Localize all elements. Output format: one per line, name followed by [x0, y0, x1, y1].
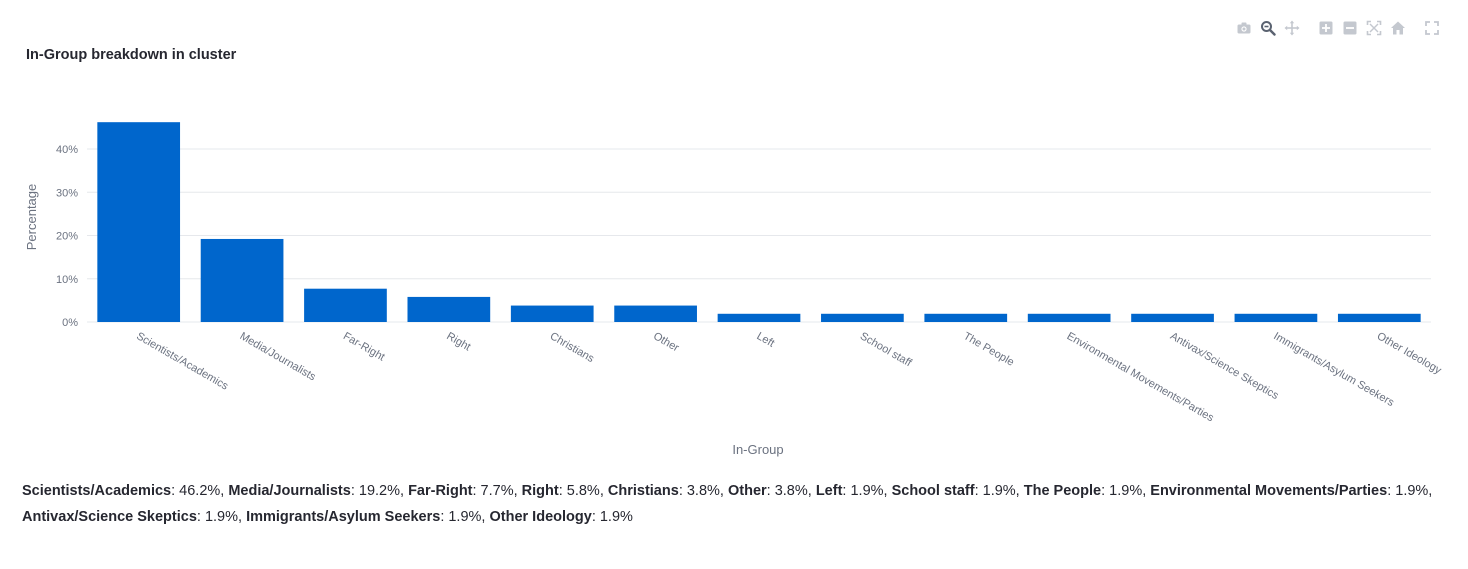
summary-item: Left: 1.9%, — [816, 483, 892, 499]
summary-value: : 3.8%, — [766, 483, 816, 499]
zoom-icon[interactable] — [1260, 20, 1276, 36]
summary-value: : 1.9%, — [974, 483, 1024, 499]
bars — [97, 122, 1421, 322]
bar[interactable] — [304, 288, 387, 322]
y-axis-title: Percentage — [24, 184, 39, 251]
y-axis-ticks: 0% 10% 20% 30% 40% — [56, 144, 78, 329]
x-axis-title: In-Group — [732, 442, 783, 457]
summary-value: : 7.7%, — [472, 483, 522, 499]
summary-value: : 1.9%, — [196, 509, 247, 525]
summary-value: : 1.9% — [591, 509, 633, 525]
bar[interactable] — [510, 305, 594, 322]
bar[interactable] — [1027, 313, 1111, 322]
summary-value: : 1.9%, — [1101, 483, 1151, 499]
autoscale-icon[interactable] — [1366, 20, 1382, 36]
summary-label: Scientists/Academics — [22, 483, 172, 499]
zoom-in-icon[interactable] — [1318, 20, 1334, 36]
bar[interactable] — [97, 122, 181, 322]
x-tick-label: Far-Right — [341, 330, 387, 363]
bar[interactable] — [717, 313, 801, 322]
summary-value: : 3.8%, — [678, 483, 728, 499]
bar[interactable] — [1337, 313, 1421, 322]
summary-item: Antivax/Science Skeptics: 1.9%, — [22, 509, 246, 525]
summary-item: Other: 3.8%, — [728, 483, 816, 499]
pan-icon[interactable] — [1284, 20, 1300, 36]
y-tick-label: 0% — [62, 317, 78, 329]
chart-title: In-Group breakdown in cluster — [26, 47, 237, 63]
x-tick-label: Antivax/Science Skeptics — [1168, 330, 1281, 402]
summary-item: Right: 5.8%, — [522, 483, 608, 499]
summary-label: Far-Right — [408, 483, 473, 499]
summary-label: Left — [815, 483, 843, 499]
summary-item: Far-Right: 7.7%, — [408, 483, 522, 499]
x-tick-label: Media/Journalists — [238, 330, 319, 383]
summary-value: : 19.2%, — [350, 483, 409, 499]
summary-value: : 1.9%, — [1387, 483, 1433, 499]
x-tick-label: Left — [755, 330, 777, 350]
x-tick-label: Christians — [548, 330, 597, 365]
summary-label: Other Ideology — [489, 509, 592, 525]
bar[interactable] — [1131, 313, 1214, 322]
bar[interactable] — [1234, 313, 1318, 322]
bar[interactable] — [821, 313, 904, 322]
chart-modebar — [1236, 20, 1440, 36]
y-tick-label: 10% — [56, 274, 78, 286]
summary-value: : 5.8%, — [558, 483, 608, 499]
bar-chart: 0% 10% 20% 30% 40% Scientists/Academics Media… — [24, 122, 1444, 457]
x-tick-label: Other — [651, 330, 681, 354]
summary-value: : 1.9%, — [440, 509, 490, 525]
y-tick-label: 30% — [56, 187, 78, 199]
y-tick-label: 40% — [56, 144, 78, 156]
zoom-out-icon[interactable] — [1342, 20, 1358, 36]
summary-label: School staff — [891, 483, 975, 499]
summary-label: Antivax/Science Skeptics — [22, 509, 197, 525]
summary-item: The People: 1.9%, — [1024, 483, 1151, 499]
summary-label: Media/Journalists — [228, 483, 351, 499]
fullscreen-icon[interactable] — [1424, 20, 1440, 36]
summary-label: Environmental Movements/Parties — [1150, 483, 1388, 499]
summary-label: Other — [727, 483, 767, 499]
summary-value: : 1.9%, — [842, 483, 892, 499]
summary-item: Scientists/Academics: 46.2%, — [22, 483, 228, 499]
summary-item: Christians: 3.8%, — [608, 483, 728, 499]
x-tick-label: School staff — [858, 330, 914, 370]
summary-item: School staff: 1.9%, — [892, 483, 1024, 499]
summary-label: Immigrants/Asylum Seekers — [246, 509, 441, 525]
bar[interactable] — [924, 313, 1008, 322]
bar[interactable] — [614, 305, 697, 322]
camera-icon[interactable] — [1236, 20, 1252, 36]
summary-label: Right — [521, 483, 559, 499]
summary-value: : 46.2%, — [171, 483, 229, 499]
summary-item: Immigrants/Asylum Seekers: 1.9%, — [246, 509, 489, 525]
breakdown-summary: Scientists/Academics: 46.2%, Media/Journ… — [22, 478, 1442, 530]
summary-item: Environmental Movements/Parties: 1.9%, — [1150, 483, 1432, 499]
reset-axes-icon[interactable] — [1390, 20, 1406, 36]
x-axis-ticks: Scientists/Academics Media/Journalists Far… — [134, 330, 1444, 424]
summary-label: Christians — [607, 483, 679, 499]
y-tick-label: 20% — [56, 231, 78, 243]
x-tick-label: Right — [444, 330, 472, 353]
x-tick-label: The People — [961, 330, 1016, 369]
x-tick-label: Scientists/Academics — [134, 330, 230, 393]
x-tick-label: Other Ideology — [1375, 330, 1444, 377]
summary-item: Media/Journalists: 19.2%, — [228, 483, 408, 499]
summary-item: Other Ideology: 1.9% — [489, 509, 632, 525]
gridlines — [87, 148, 1431, 323]
bar[interactable] — [407, 296, 491, 322]
summary-label: The People — [1023, 483, 1102, 499]
bar[interactable] — [200, 238, 284, 322]
